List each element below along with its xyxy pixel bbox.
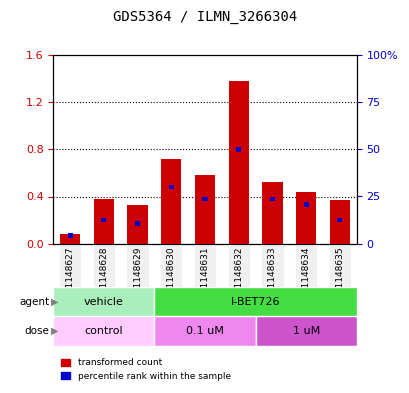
Text: GDS5364 / ILMN_3266304: GDS5364 / ILMN_3266304 [112, 10, 297, 24]
Text: 1 uM: 1 uM [292, 326, 319, 336]
Bar [135, 221, 140, 226]
Bar [255, 316, 356, 346]
Bar [161, 159, 181, 244]
Bar [337, 218, 342, 222]
Bar [101, 218, 106, 222]
Bar [67, 233, 72, 238]
Bar [295, 192, 315, 244]
Bar [202, 196, 207, 201]
Text: dose: dose [24, 326, 49, 336]
Bar [154, 287, 356, 316]
Text: control: control [84, 326, 123, 336]
Text: 0.1 uM: 0.1 uM [186, 326, 223, 336]
Bar [194, 175, 215, 244]
Text: ▶: ▶ [51, 326, 58, 336]
Bar [262, 182, 282, 244]
Bar [94, 199, 114, 244]
Bar [228, 81, 248, 244]
Bar [53, 316, 154, 346]
Text: ▶: ▶ [51, 297, 58, 307]
Bar [169, 185, 173, 189]
Bar [60, 234, 80, 244]
Legend: transformed count, percentile rank within the sample: transformed count, percentile rank withi… [58, 355, 234, 385]
Text: vehicle: vehicle [84, 297, 124, 307]
Bar [127, 205, 147, 244]
Bar [154, 316, 255, 346]
Bar [236, 147, 240, 152]
Text: I-BET726: I-BET726 [230, 297, 280, 307]
Text: agent: agent [19, 297, 49, 307]
Bar [53, 287, 154, 316]
Bar [329, 200, 349, 244]
Bar [269, 196, 274, 201]
Bar [303, 202, 308, 207]
